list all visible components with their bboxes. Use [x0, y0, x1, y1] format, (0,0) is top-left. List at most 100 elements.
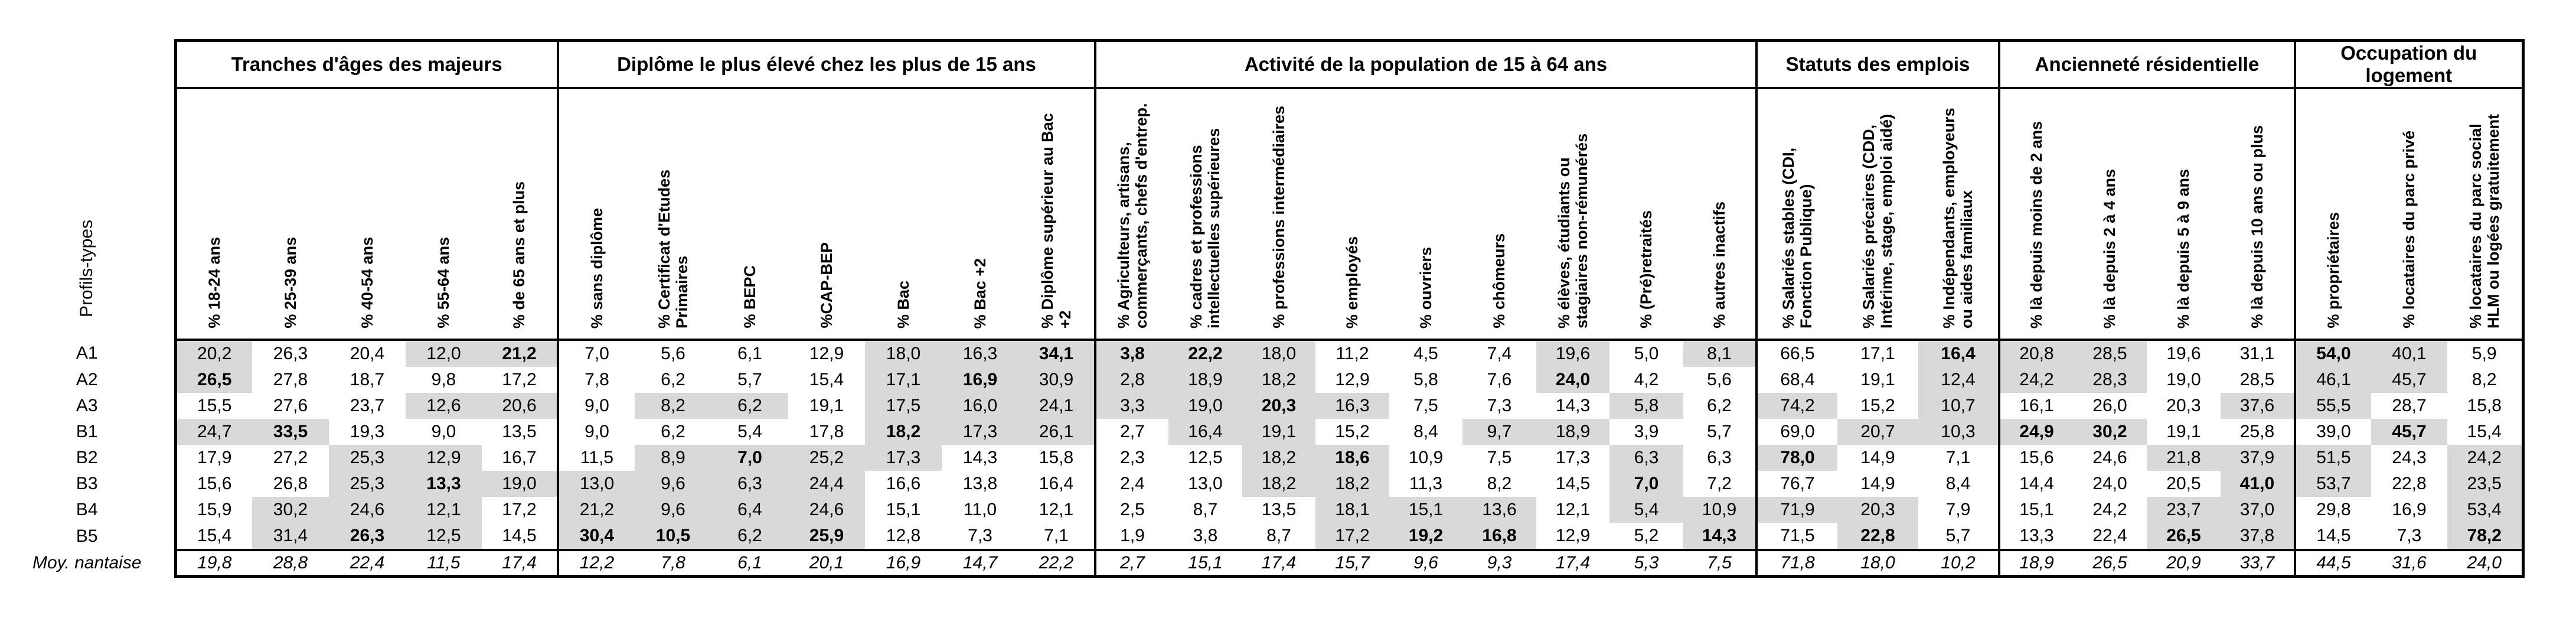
- column-header: % Bac +2: [942, 88, 1018, 341]
- data-cell: 24,1: [1018, 393, 1095, 419]
- data-cell: 71,8: [1755, 549, 1837, 578]
- data-cell: 24,6: [788, 497, 865, 523]
- data-cell: 40,1: [2371, 340, 2447, 367]
- data-cell: 19,0: [482, 471, 558, 497]
- data-cell: 71,9: [1755, 497, 1837, 523]
- data-cell: 10,7: [1918, 393, 1999, 419]
- data-cell: 14,7: [942, 549, 1018, 578]
- data-cell: 28,3: [2073, 367, 2147, 393]
- data-cell: 6,1: [711, 549, 788, 578]
- column-header: % 55-64 ans: [406, 88, 482, 341]
- table-row: B5 15,4 31,4 26,3 12,5 14,5 30,4 10,5 6,2 25,9 12,…: [0, 523, 2525, 550]
- data-cell: 15,8: [2447, 393, 2525, 419]
- data-cell: 11,5: [406, 549, 482, 578]
- data-cell: 12,2: [557, 549, 635, 578]
- data-cell: 25,3: [329, 445, 406, 471]
- data-cell: 6,1: [711, 340, 788, 367]
- data-cell: 12,1: [1536, 497, 1609, 523]
- data-cell: 14,3: [1536, 393, 1609, 419]
- data-cell: 6,2: [711, 393, 788, 419]
- group-header: Tranches d'âges des majeurs: [174, 39, 558, 89]
- data-cell: 15,6: [1998, 445, 2073, 471]
- data-cell: 22,4: [2073, 523, 2147, 550]
- data-cell: 27,8: [252, 367, 329, 393]
- data-cell: 20,3: [1837, 497, 1918, 523]
- data-cell: 5,9: [2447, 340, 2525, 367]
- data-cell: 22,2: [1018, 549, 1095, 578]
- data-cell: 10,5: [635, 523, 711, 550]
- data-cell: 16,9: [865, 549, 942, 578]
- data-cell: 5,4: [711, 419, 788, 445]
- data-cell: 6,4: [711, 497, 788, 523]
- data-cell: 11,3: [1389, 471, 1462, 497]
- data-cell: 12,1: [1018, 497, 1095, 523]
- data-cell: 16,3: [942, 340, 1018, 367]
- table-row: B1 24,7 33,5 19,3 9,0 13,5 9,0 6,2 5,4 17,8 18,2 17…: [0, 419, 2525, 445]
- column-header: % autres inactifs: [1683, 88, 1756, 341]
- data-cell: 19,6: [1536, 340, 1609, 367]
- data-cell: 39,0: [2294, 419, 2371, 445]
- data-cell: 6,2: [711, 523, 788, 550]
- data-cell: 14,5: [1536, 471, 1609, 497]
- data-cell: 15,1: [1168, 549, 1242, 578]
- data-cell: 18,7: [329, 367, 406, 393]
- data-cell: 30,9: [1018, 367, 1095, 393]
- data-cell: 28,8: [252, 549, 329, 578]
- data-cell: 24,7: [174, 419, 252, 445]
- data-cell: 5,2: [1609, 523, 1683, 550]
- table-row: Moy. nantaise 19,8 28,8 22,4 11,5 17,4 12,2 7,8…: [0, 549, 2525, 578]
- data-cell: 7,9: [1918, 497, 1999, 523]
- column-header: % là depuis 2 à 4 ans: [2073, 88, 2147, 341]
- data-cell: 18,0: [1242, 340, 1315, 367]
- data-cell: 17,2: [482, 367, 558, 393]
- data-cell: 23,5: [2447, 471, 2525, 497]
- data-cell: 20,4: [329, 340, 406, 367]
- data-cell: 4,5: [1389, 340, 1462, 367]
- column-header: % 25-39 ans: [252, 88, 329, 341]
- data-cell: 24,0: [1536, 367, 1609, 393]
- data-cell: 46,1: [2294, 367, 2371, 393]
- data-cell: 20,8: [1998, 340, 2073, 367]
- data-cell: 24,9: [1998, 419, 2073, 445]
- row-label: B2: [76, 448, 98, 467]
- data-cell: 69,0: [1755, 419, 1837, 445]
- data-cell: 9,3: [1462, 549, 1536, 578]
- data-cell: 2,7: [1094, 419, 1168, 445]
- data-cell: 9,6: [1389, 549, 1462, 578]
- data-cell: 9,8: [406, 367, 482, 393]
- data-cell: 17,2: [482, 497, 558, 523]
- data-cell: 12,9: [1536, 523, 1609, 550]
- data-cell: 18,0: [865, 340, 942, 367]
- data-cell: 6,2: [635, 419, 711, 445]
- data-cell: 15,7: [1315, 549, 1389, 578]
- data-cell: 1,9: [1094, 523, 1168, 550]
- data-cell: 21,8: [2147, 445, 2221, 471]
- data-cell: 15,4: [2447, 419, 2525, 445]
- data-cell: 17,4: [1536, 549, 1609, 578]
- data-cell: 27,2: [252, 445, 329, 471]
- row-label: A2: [76, 370, 98, 389]
- column-header: % (Pré)retraités: [1609, 88, 1683, 341]
- data-cell: 16,6: [865, 471, 942, 497]
- data-cell: 7,3: [1462, 393, 1536, 419]
- data-cell: 16,1: [1998, 393, 2073, 419]
- data-cell: 13,5: [482, 419, 558, 445]
- data-cell: 13,6: [1462, 497, 1536, 523]
- data-cell: 7,5: [1389, 393, 1462, 419]
- data-cell: 53,4: [2447, 497, 2525, 523]
- data-cell: 17,4: [1242, 549, 1315, 578]
- data-cell: 20,1: [788, 549, 865, 578]
- data-cell: 16,4: [1168, 419, 1242, 445]
- data-cell: 17,2: [1315, 523, 1389, 550]
- column-header: % employés: [1315, 88, 1389, 341]
- group-header: Statuts des emplois: [1755, 39, 1999, 89]
- data-cell: 24,2: [2447, 445, 2525, 471]
- data-cell: 7,0: [1609, 471, 1683, 497]
- data-cell: 8,9: [635, 445, 711, 471]
- data-cell: 31,1: [2221, 340, 2295, 367]
- data-cell: 8,4: [1918, 471, 1999, 497]
- data-cell: 8,2: [2447, 367, 2525, 393]
- data-cell: 7,0: [711, 445, 788, 471]
- data-cell: 16,4: [1018, 471, 1095, 497]
- data-cell: 5,6: [1683, 367, 1756, 393]
